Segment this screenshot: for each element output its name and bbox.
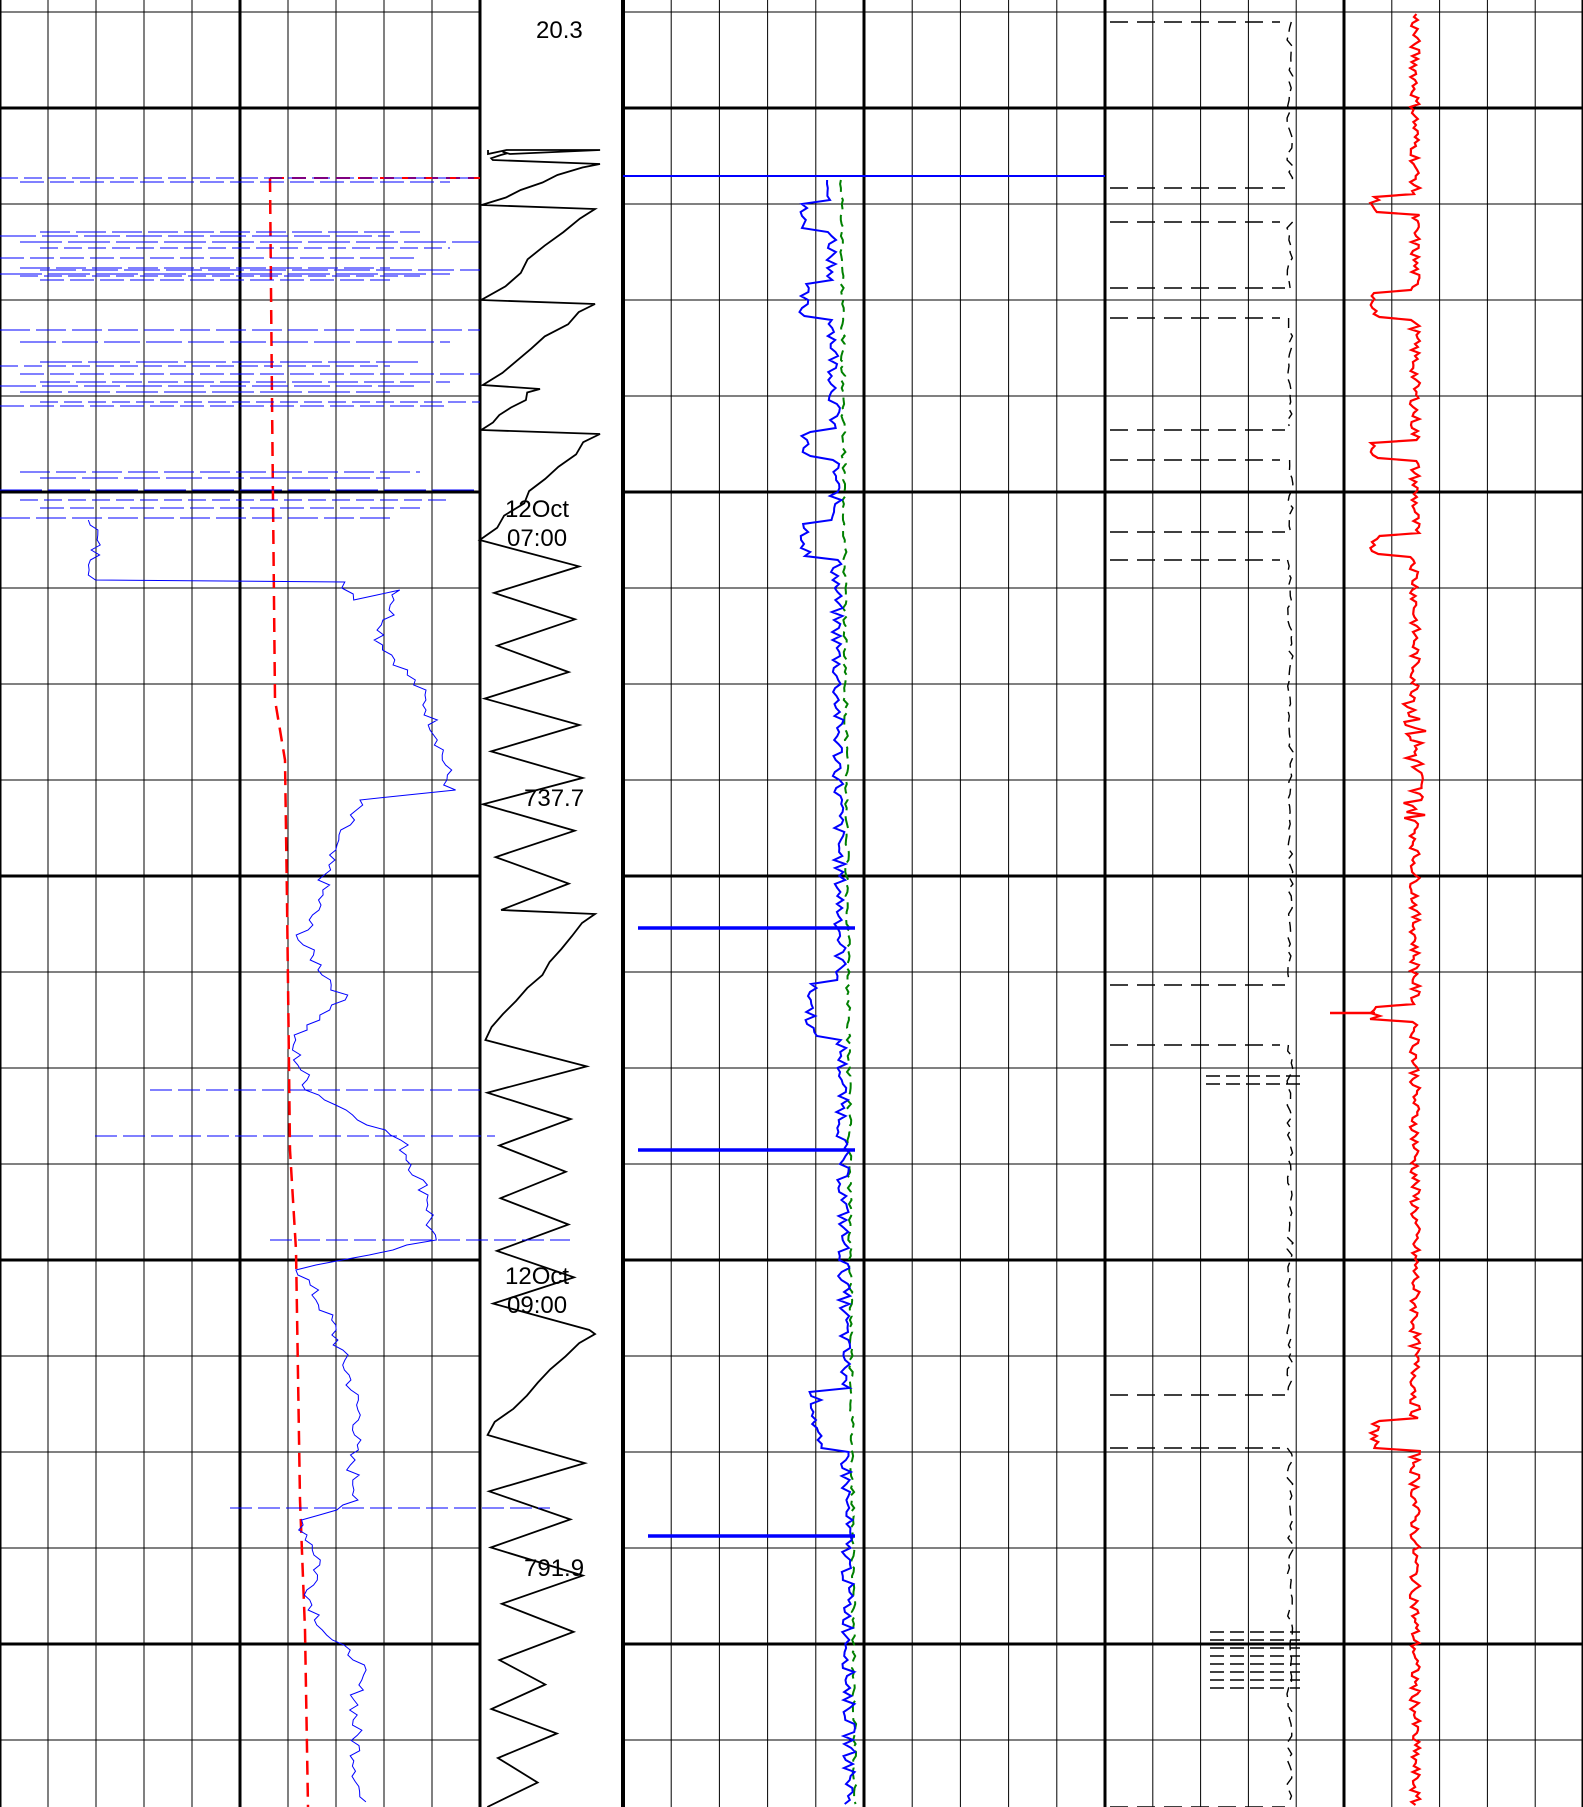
depth-track-curve [477,149,601,1807]
track-3-black-curve-5 [1286,1044,1294,1394]
track-3-red-curve [1367,13,1427,1806]
track-3-black-curve-0 [1286,21,1294,185]
track-3-black-curve-4 [1286,559,1294,981]
track-3-black-curve-1 [1286,221,1294,289]
track-1-blue-curve [87,519,456,1803]
track-3-black-curve-2 [1286,318,1294,427]
time-label-day-1: 12Oct [505,496,569,523]
track-2-green-curve [839,179,858,1805]
time-label-time-1: 07:00 [507,525,567,552]
track-3-black-curve-6 [1286,1447,1294,1803]
depth-label-mid: 737.7 [524,785,584,812]
time-label-day-2: 12Oct [505,1263,569,1290]
labels: 20.3 737.7 791.9 12Oct 07:00 12Oct 09:00 [505,17,584,1582]
time-label-time-2: 09:00 [507,1292,567,1319]
depth-label-bottom: 791.9 [524,1555,584,1582]
track-3-black-curve-3 [1287,459,1294,533]
depth-label-top: 20.3 [536,17,583,44]
curves [0,13,1427,1807]
track-2-blue-curve [798,179,857,1805]
track-1-red-curve [268,177,310,1807]
